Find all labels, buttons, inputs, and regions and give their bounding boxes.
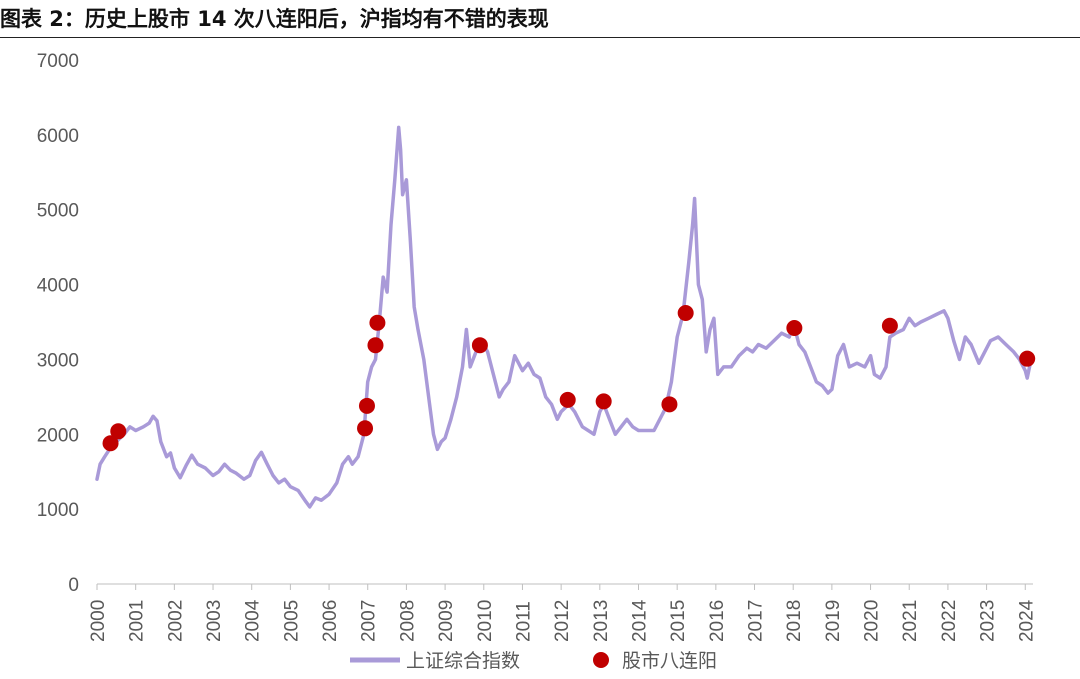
chart-title: 图表 2：历史上股市 14 次八连阳后，沪指均有不错的表现	[0, 7, 549, 31]
y-axis: 0 1000 2000 3000 4000 5000 6000 7000	[37, 51, 79, 596]
legend: 上证综合指数 股市八连阳	[350, 650, 717, 672]
x-tick-label: 2020	[862, 600, 883, 642]
x-tick-label: 2007	[359, 600, 380, 642]
x-tick-label: 2017	[746, 600, 767, 642]
y-tick-label: 5000	[37, 201, 79, 222]
eight-gain-point	[369, 314, 386, 331]
x-tick-label: 2022	[939, 600, 960, 642]
x-tick-label: 2014	[629, 599, 650, 642]
eight-gain-point	[358, 397, 375, 414]
legend-label-line: 上证综合指数	[406, 650, 520, 672]
title-divider	[0, 37, 1080, 38]
x-tick-label: 2018	[784, 600, 805, 642]
series-eight-consecutive-gains	[102, 305, 1036, 452]
x-tick-label: 2006	[320, 600, 341, 642]
eight-gain-point	[881, 317, 898, 334]
eight-gain-point	[661, 396, 678, 413]
y-tick-label: 2000	[37, 425, 79, 446]
x-tick-label: 2002	[165, 600, 186, 642]
x-tick-label: 2019	[823, 600, 844, 642]
eight-gain-point	[595, 393, 612, 410]
x-tick-label: 2012	[552, 600, 573, 642]
x-tick-label: 2024	[1016, 599, 1037, 642]
legend-label-dots: 股市八连阳	[622, 650, 717, 672]
x-tick-label: 2005	[281, 600, 302, 642]
x-tick-label: 2008	[397, 600, 418, 642]
x-tick-label: 2001	[127, 600, 148, 642]
x-tick-label: 2013	[591, 600, 612, 642]
y-tick-label: 0	[68, 575, 79, 596]
y-tick-label: 1000	[37, 500, 79, 521]
x-tick-label: 2009	[436, 600, 457, 642]
x-tick-label: 2023	[978, 600, 999, 642]
x-tick-label: 2021	[900, 600, 921, 642]
y-tick-label: 4000	[37, 276, 79, 297]
eight-gain-point	[677, 305, 694, 322]
legend-dot-swatch	[593, 652, 609, 668]
eight-gain-point	[357, 420, 374, 437]
eight-gain-point	[367, 337, 384, 354]
series-shanghai-composite	[95, 125, 1033, 509]
x-tick-label: 2010	[475, 600, 496, 642]
eight-gain-point	[1019, 350, 1036, 367]
y-tick-label: 6000	[37, 126, 79, 147]
eight-gain-point	[559, 391, 576, 408]
x-tick-label: 2000	[88, 600, 109, 642]
eight-gain-point	[786, 319, 803, 336]
eight-gain-point	[110, 423, 127, 440]
series-line-path	[95, 125, 1033, 509]
x-axis: 2000 2001 2002 2003 2004 2005 2006 2007 2008 2009…	[88, 583, 1037, 642]
x-tick-label: 2015	[668, 600, 689, 642]
eight-gain-point	[102, 435, 119, 452]
y-tick-label: 7000	[37, 51, 79, 72]
eight-gain-point	[471, 337, 488, 354]
x-tick-label: 2016	[707, 600, 728, 642]
y-tick-label: 3000	[37, 350, 79, 371]
x-tick-label: 2011	[513, 601, 534, 642]
x-tick-label: 2004	[243, 599, 264, 642]
x-tick-label: 2003	[204, 600, 225, 642]
